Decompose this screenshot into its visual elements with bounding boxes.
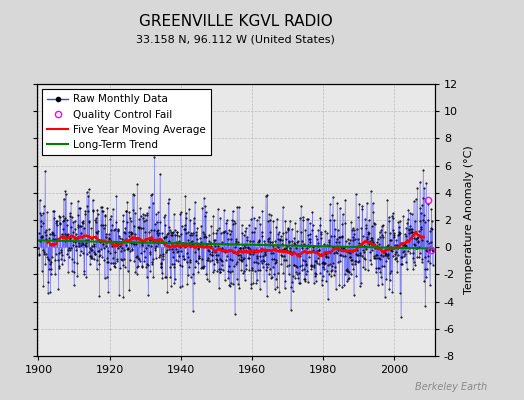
- Text: Berkeley Earth: Berkeley Earth: [415, 382, 487, 392]
- Y-axis label: Temperature Anomaly (°C): Temperature Anomaly (°C): [464, 146, 474, 294]
- Text: 33.158 N, 96.112 W (United States): 33.158 N, 96.112 W (United States): [136, 34, 335, 44]
- Text: GREENVILLE KGVL RADIO: GREENVILLE KGVL RADIO: [139, 14, 333, 29]
- Legend: Raw Monthly Data, Quality Control Fail, Five Year Moving Average, Long-Term Tren: Raw Monthly Data, Quality Control Fail, …: [42, 89, 211, 155]
